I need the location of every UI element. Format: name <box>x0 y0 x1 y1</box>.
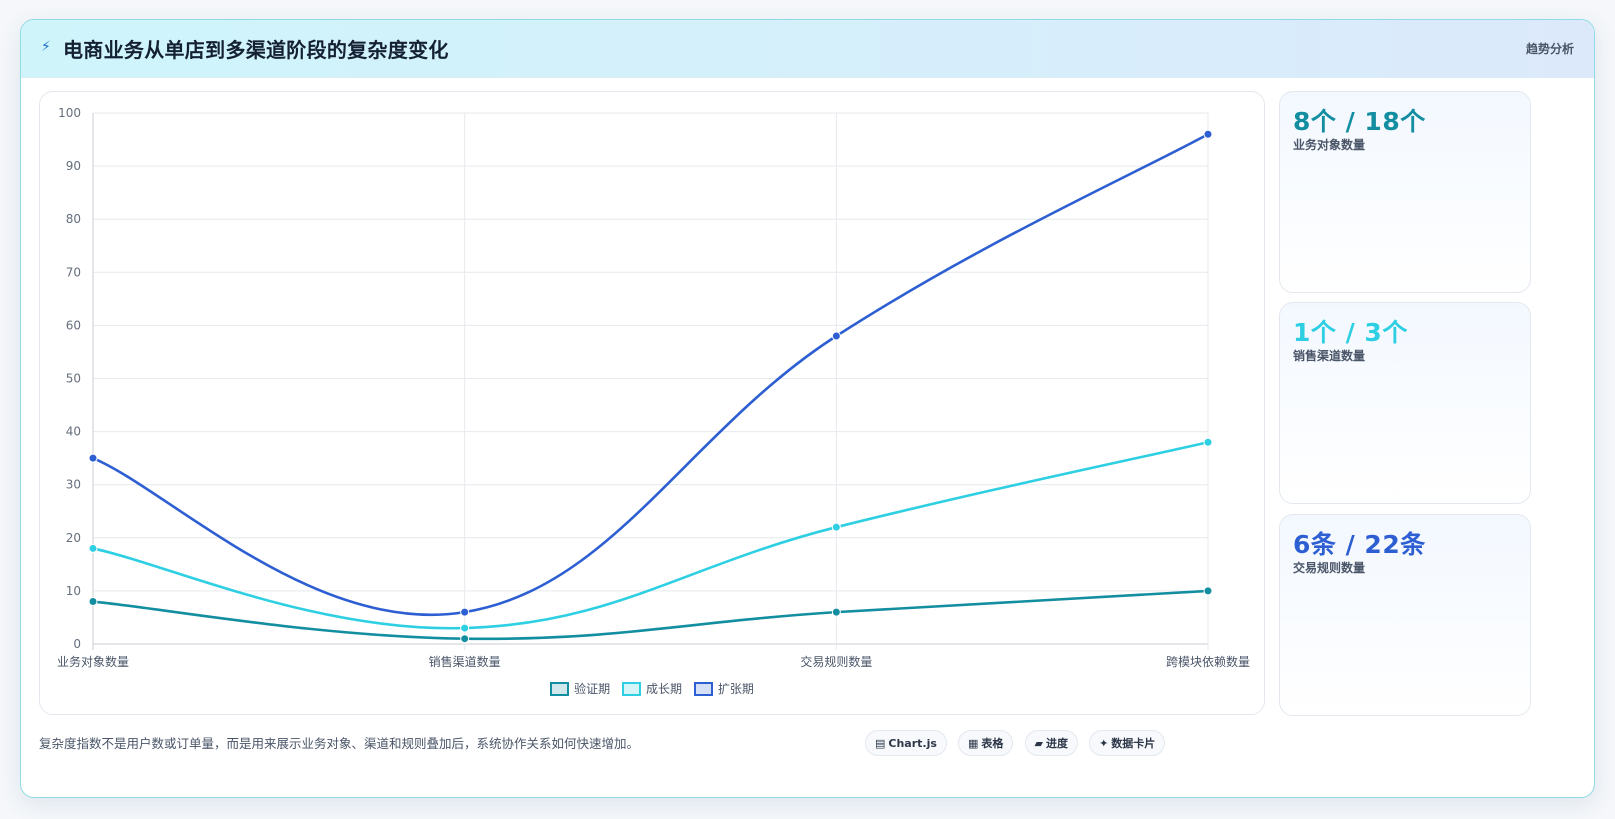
data-point <box>1203 129 1213 139</box>
data-point <box>1203 437 1213 447</box>
legend-label: 成长期 <box>645 682 682 696</box>
data-point <box>831 607 841 617</box>
stat-label: 销售渠道数量 <box>1293 349 1366 363</box>
tab-label: 表格 <box>981 737 1004 750</box>
legend-swatch-icon <box>550 681 570 696</box>
series-line-2 <box>91 440 1210 630</box>
progress-icon: ▰ <box>1034 737 1043 750</box>
data-point <box>460 634 470 644</box>
y-tick-label: 20 <box>66 531 81 545</box>
y-tick-label: 40 <box>66 425 81 439</box>
y-tick-label: 50 <box>66 372 81 386</box>
data-point <box>460 607 470 617</box>
y-tick-label: 60 <box>66 318 81 332</box>
legend-item-expansion[interactable]: 扩张期 <box>693 680 754 697</box>
legend-item-growth[interactable]: 成长期 <box>621 680 682 697</box>
tab-progress[interactable]: ▰ 进度 <box>1024 730 1078 756</box>
chart-icon: ▤ <box>875 737 886 750</box>
data-point <box>88 543 98 553</box>
stat-label: 交易规则数量 <box>1293 561 1366 575</box>
chart-legend: 验证期 成长期 扩张期 <box>40 680 1264 697</box>
stat-label: 业务对象数量 <box>1293 138 1366 152</box>
x-tick-label: 交易规则数量 <box>800 654 872 669</box>
footer-note: 复杂度指数不是用户数或订单量，而是用来展示业务对象、渠道和规则叠加后，系统协作关… <box>39 736 640 751</box>
tab-chartjs[interactable]: ▤ Chart.js <box>865 730 947 756</box>
legend-label: 扩张期 <box>717 682 754 696</box>
x-tick-label: 销售渠道数量 <box>429 654 501 669</box>
stat-value: 8个 / 18个 <box>1293 107 1426 136</box>
y-tick-label: 0 <box>73 637 81 651</box>
y-tick-label: 100 <box>58 106 81 120</box>
legend-swatch-icon <box>621 681 641 696</box>
data-point <box>831 331 841 341</box>
chart-panel: 0 10 20 30 40 50 60 70 80 90 100 业务对象数量 销售渠道数量 交易规则数量… <box>39 91 1265 715</box>
data-point <box>460 623 470 633</box>
y-tick-label: 80 <box>66 212 81 226</box>
view-mode-label[interactable]: 趋势分析 <box>1525 42 1574 56</box>
data-point <box>88 453 98 463</box>
series-line-1 <box>91 589 1210 641</box>
table-icon: ▦ <box>968 737 979 750</box>
page-title: 电商业务从单店到多渠道阶段的复杂度变化 <box>63 38 449 62</box>
tab-data-cards[interactable]: ✦ 数据卡片 <box>1089 730 1166 756</box>
line-chart: 0 10 20 30 40 50 60 70 80 90 100 业务对象数量 销售渠道数量 交易规则数量… <box>57 106 1250 669</box>
tab-label: Chart.js <box>888 737 937 750</box>
tab-label: 进度 <box>1045 737 1068 750</box>
stat-value: 6条 / 22条 <box>1293 530 1426 559</box>
stat-value: 1个 / 3个 <box>1293 318 1408 347</box>
y-tick-label: 90 <box>66 159 81 173</box>
series-line-3 <box>91 132 1210 616</box>
x-tick-label: 跨模块依赖数量 <box>1166 654 1250 669</box>
card-icon: ✦ <box>1099 737 1109 750</box>
view-tabs: ▤ Chart.js ▦ 表格 ▰ 进度 ✦ 数据卡片 <box>865 730 1171 756</box>
data-point <box>88 597 98 607</box>
y-tick-label: 30 <box>66 478 81 492</box>
bolt-icon: ⚡ <box>41 39 51 55</box>
legend-item-validation[interactable]: 验证期 <box>550 680 610 697</box>
y-tick-label: 10 <box>66 584 81 598</box>
x-tick-label: 业务对象数量 <box>57 654 129 669</box>
chart-card: ⚡ 电商业务从单店到多渠道阶段的复杂度变化 趋势分析 0 10 20 30 40 50 60… <box>20 19 1595 798</box>
data-point <box>1203 586 1213 596</box>
stat-card-sales-channels: 1个 / 3个 销售渠道数量 <box>1279 302 1531 504</box>
tab-table[interactable]: ▦ 表格 <box>958 730 1014 756</box>
y-tick-label: 70 <box>66 265 81 279</box>
legend-swatch-icon <box>693 681 713 696</box>
data-point <box>831 522 841 532</box>
stat-card-trade-rules: 6条 / 22条 交易规则数量 <box>1279 514 1531 716</box>
card-header: ⚡ 电商业务从单店到多渠道阶段的复杂度变化 趋势分析 <box>21 20 1594 78</box>
stat-card-business-objects: 8个 / 18个 业务对象数量 <box>1279 91 1531 293</box>
legend-label: 验证期 <box>574 682 611 696</box>
tab-label: 数据卡片 <box>1111 737 1156 750</box>
